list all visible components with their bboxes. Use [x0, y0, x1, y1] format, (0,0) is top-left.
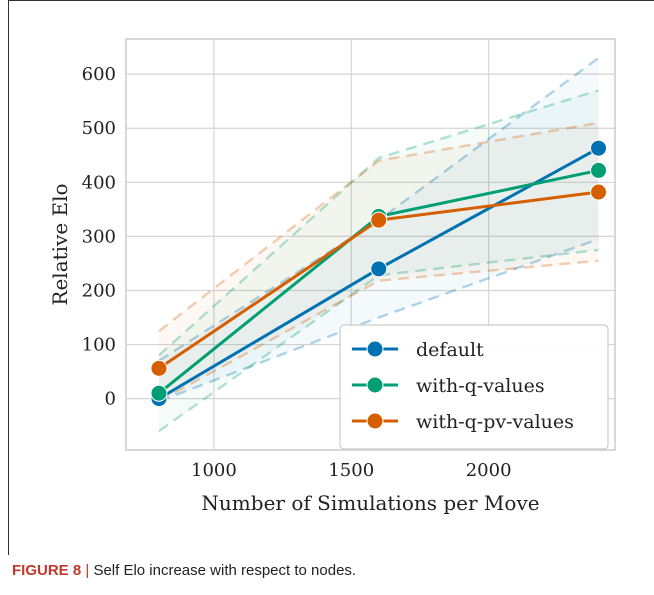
- lower-bound-line: [158, 248, 599, 433]
- data-point: [590, 139, 608, 157]
- plot-border: [125, 38, 616, 451]
- y-tick-label: 400: [82, 172, 116, 193]
- y-tick-label: 300: [82, 226, 116, 247]
- legend-swatch-marker: [366, 376, 384, 394]
- data-point: [590, 161, 608, 179]
- legend: default with-q-values with-q-pv-values: [339, 324, 609, 450]
- x-axis-label: Number of Simulations per Move: [201, 491, 539, 515]
- x-tick-label: 2000: [466, 460, 512, 481]
- caption-text: Self Elo increase with respect to nodes.: [93, 562, 357, 579]
- legend-box: [339, 324, 609, 450]
- data-point: [370, 211, 388, 229]
- caption-separator: |: [85, 562, 90, 579]
- upper-bound-line: [158, 89, 599, 357]
- y-tick-label: 500: [82, 118, 116, 139]
- upper-bound-line: [158, 121, 599, 332]
- y-tick-label: 0: [105, 389, 116, 410]
- y-tick-label: 200: [82, 280, 116, 301]
- data-points: [150, 139, 608, 408]
- confidence-band: [158, 57, 599, 402]
- legend-swatch-marker: [366, 412, 384, 430]
- y-tick-label: 100: [82, 335, 116, 356]
- legend-label: with-q-values: [416, 375, 545, 397]
- data-point: [370, 260, 388, 278]
- legend-label: with-q-pv-values: [416, 411, 574, 433]
- elo-line-chart: 1000 1500 2000 0 100 200 300 400 500 600 Number o…: [48, 38, 616, 515]
- y-tick-label: 600: [82, 64, 116, 85]
- figure-frame: [8, 0, 654, 555]
- legend-swatch-marker: [366, 340, 384, 358]
- lower-bound-line: [158, 237, 599, 403]
- data-point: [150, 384, 168, 402]
- legend-label: default: [416, 339, 484, 361]
- figure-label: FIGURE 8: [12, 562, 82, 579]
- y-axis-label: Relative Elo: [48, 183, 72, 305]
- x-tick-label: 1500: [328, 460, 374, 481]
- x-tick-label: 1000: [191, 460, 237, 481]
- tick-labels: 1000 1500 2000 0 100 200 300 400 500 600: [82, 64, 512, 481]
- lower-bound-line: [158, 259, 599, 403]
- data-point: [590, 183, 608, 201]
- figure-caption: FIGURE 8 | Self Elo increase with respec…: [12, 562, 356, 579]
- data-point: [150, 359, 168, 377]
